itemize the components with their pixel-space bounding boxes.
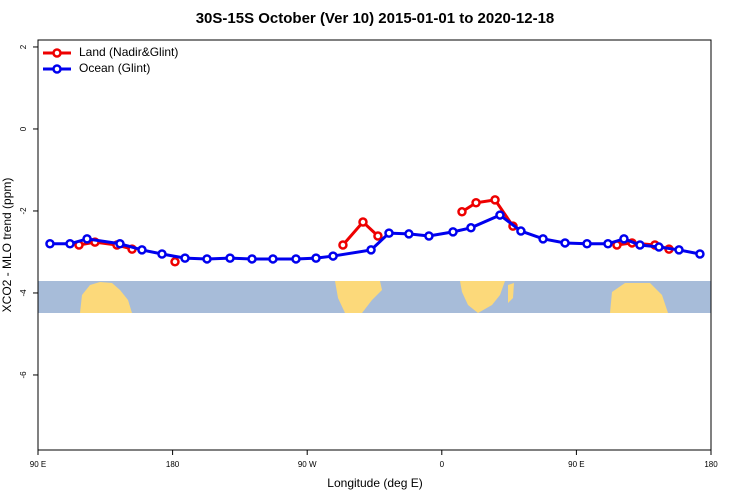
point: [45, 239, 55, 249]
y-tick-label: -4: [19, 289, 28, 297]
point: [619, 234, 629, 244]
y-tick-label: -2: [19, 207, 28, 215]
point: [471, 198, 481, 208]
y-axis-label: XCO2 - MLO trend (ppm): [0, 178, 14, 313]
point: [466, 223, 476, 233]
point: [457, 207, 467, 217]
point: [180, 253, 190, 263]
point: [695, 249, 705, 259]
y-tick-label: 0: [19, 126, 28, 131]
point: [338, 240, 348, 250]
point: [202, 254, 212, 264]
y-tick-label: -6: [19, 371, 28, 379]
point: [115, 239, 125, 249]
point: [654, 242, 664, 252]
point: [582, 239, 592, 249]
legend-label: Land (Nadir&Glint): [79, 45, 178, 59]
x-tick-label: 0: [440, 460, 445, 469]
point: [404, 229, 414, 239]
point: [170, 257, 180, 267]
chart-title: 30S-15S October (Ver 10) 2015-01-01 to 2…: [196, 10, 555, 27]
map-strip: [38, 281, 711, 313]
point: [157, 249, 167, 259]
point: [291, 254, 301, 264]
point: [674, 245, 684, 255]
point: [424, 231, 434, 241]
point: [373, 231, 383, 241]
x-tick-label: 180: [166, 460, 180, 469]
point: [268, 254, 278, 264]
point: [247, 254, 257, 264]
point: [311, 253, 321, 263]
x-tick-label: 90 E: [568, 460, 584, 469]
point: [448, 227, 458, 237]
point: [603, 239, 613, 249]
point: [490, 195, 500, 205]
point: [358, 217, 368, 227]
x-axis-label: Longitude (deg E): [327, 476, 422, 490]
point: [137, 245, 147, 255]
point: [538, 234, 548, 244]
point: [516, 226, 526, 236]
point: [384, 228, 394, 238]
legend-marker: [52, 48, 62, 58]
legend-marker: [52, 64, 62, 74]
y-tick-label: 2: [19, 44, 28, 49]
point: [560, 238, 570, 248]
point: [82, 234, 92, 244]
point: [635, 240, 645, 250]
x-tick-label: 90 W: [298, 460, 317, 469]
point: [225, 253, 235, 263]
point: [328, 251, 338, 261]
point: [366, 245, 376, 255]
series-line: [78, 198, 670, 251]
point: [65, 239, 75, 249]
x-tick-label: 90 E: [30, 460, 46, 469]
point: [495, 210, 505, 220]
legend-label: Ocean (Glint): [79, 61, 150, 75]
plot-frame: [37, 39, 712, 451]
x-tick-label: 180: [704, 460, 718, 469]
